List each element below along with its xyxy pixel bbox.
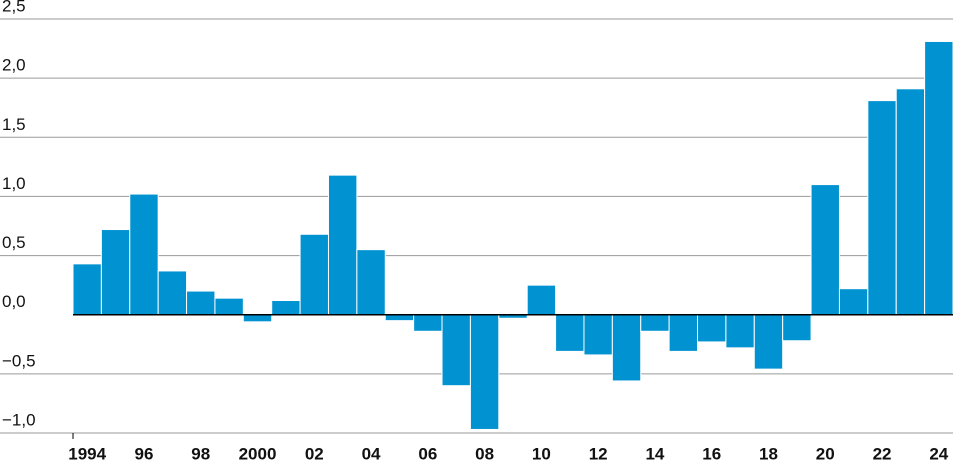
x-tick-label: 08 <box>475 444 494 463</box>
bar <box>697 314 727 343</box>
bar <box>640 314 670 332</box>
bar <box>469 314 500 430</box>
bar <box>327 174 358 316</box>
y-tick-label: 1,0 <box>2 174 26 193</box>
bar <box>611 314 642 382</box>
y-tick-label: −0,5 <box>2 351 36 370</box>
bar <box>838 288 869 316</box>
x-tick-label: 2000 <box>239 444 277 463</box>
bar <box>867 100 897 316</box>
bar <box>441 314 471 387</box>
bar <box>299 233 329 316</box>
bar <box>413 314 443 332</box>
y-tick-label: 0,0 <box>2 292 26 311</box>
bar <box>555 314 585 352</box>
x-tick-label: 10 <box>532 444 551 463</box>
x-tick-label: 22 <box>873 444 892 463</box>
y-tick-label: 0,5 <box>2 233 26 252</box>
x-tick-label: 14 <box>645 444 664 463</box>
y-tick-label: 2,5 <box>2 0 26 15</box>
x-tick-label: 18 <box>759 444 778 463</box>
x-tick-label: 20 <box>816 444 835 463</box>
x-tick-label: 12 <box>589 444 608 463</box>
bar <box>242 314 273 323</box>
x-tick-label: 02 <box>305 444 324 463</box>
bar <box>810 184 840 316</box>
x-tick-label: 1994 <box>68 444 106 463</box>
bar <box>725 314 755 349</box>
x-tick-label: 96 <box>135 444 154 463</box>
bar <box>526 284 557 316</box>
x-tick-label: 98 <box>191 444 210 463</box>
bar <box>782 314 812 342</box>
bar <box>100 229 131 316</box>
bar <box>356 249 386 316</box>
y-tick-label: −1,0 <box>2 410 36 429</box>
bar <box>72 263 102 316</box>
bar <box>129 193 159 316</box>
x-tick-label: 06 <box>418 444 437 463</box>
y-tick-label: 1,5 <box>2 115 26 134</box>
bar <box>583 314 613 356</box>
bar <box>271 300 301 316</box>
x-tick-label: 04 <box>362 444 381 463</box>
bar <box>668 314 699 352</box>
bar <box>753 314 784 370</box>
bar <box>924 40 953 316</box>
bar <box>214 297 244 316</box>
x-tick-label: 24 <box>929 444 948 463</box>
bar <box>895 88 926 316</box>
y-tick-label: 2,0 <box>2 56 26 75</box>
x-tick-label: 16 <box>702 444 721 463</box>
bar <box>384 314 415 322</box>
bar <box>186 290 216 316</box>
bar <box>157 270 188 316</box>
